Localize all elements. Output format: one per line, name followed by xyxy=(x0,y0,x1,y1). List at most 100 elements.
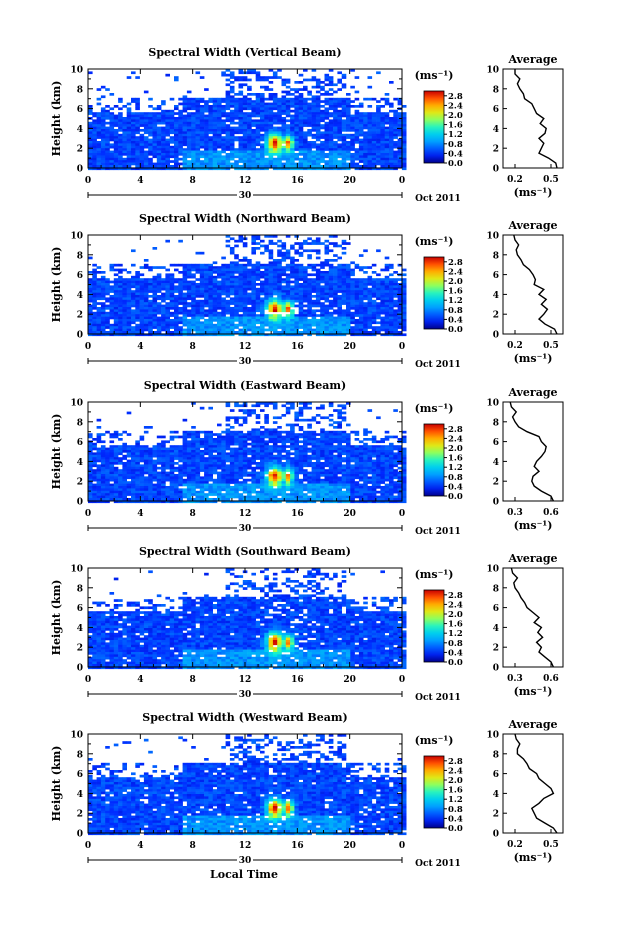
x-tick-label: 12 xyxy=(239,342,252,352)
average-y-tick-label: 6 xyxy=(493,770,499,780)
colorbar-units: (ms⁻¹) xyxy=(415,69,454,82)
colorbar-tick-label: 2.4 xyxy=(448,766,463,776)
average-profile-line xyxy=(513,234,558,335)
average-y-tick-label: 6 xyxy=(493,604,499,614)
average-y-tick-label: 2 xyxy=(493,311,499,321)
colorbar-tick-label: 2.8 xyxy=(448,258,463,268)
y-tick-label: 2 xyxy=(77,810,83,820)
x-tick-label: 16 xyxy=(291,176,304,186)
colorbar-tick-label: 0.0 xyxy=(448,658,463,668)
average-y-tick-label: 8 xyxy=(493,85,499,95)
average-x-label: (ms⁻¹) xyxy=(514,851,553,864)
y-tick-label: 8 xyxy=(77,251,83,261)
y-tick-label: 0 xyxy=(77,498,83,508)
heatmap xyxy=(88,69,407,171)
colorbar-tick-label: 0.8 xyxy=(448,140,463,150)
x-tick-label: 0 xyxy=(399,675,405,685)
y-axis-label: Height (km) xyxy=(50,746,63,822)
panel-1: Spectral Width (Northward Beam) 0 2 4 6 8 10 He… xyxy=(50,212,564,370)
average-y-tick-label: 10 xyxy=(486,399,499,409)
x-tick-label: 0 xyxy=(85,675,91,685)
x-tick-label: 8 xyxy=(190,841,196,851)
y-tick-label: 8 xyxy=(77,418,83,428)
panel-title: Spectral Width (Southward Beam) xyxy=(139,545,351,558)
average-title: Average xyxy=(507,718,557,731)
y-tick-label: 0 xyxy=(77,165,83,175)
x-tick-label: 16 xyxy=(291,342,304,352)
average-x-label: (ms⁻¹) xyxy=(514,352,553,365)
panel-4: Spectral Width (Westward Beam) 0 2 4 6 8 10 Hei… xyxy=(50,711,564,869)
colorbar-tick-label: 1.6 xyxy=(448,786,463,796)
average-frame xyxy=(502,68,564,169)
average-title: Average xyxy=(507,386,557,399)
day-label-bg xyxy=(237,856,253,865)
colorbar xyxy=(423,755,445,829)
y-tick-label: 6 xyxy=(77,271,83,281)
x-tick-label: 4 xyxy=(137,342,143,352)
x-tick-label: 12 xyxy=(239,176,252,186)
x-tick-label: 0 xyxy=(399,509,405,519)
y-tick-label: 2 xyxy=(77,311,83,321)
y-axis-label: Height (km) xyxy=(50,81,63,157)
x-tick-label: 20 xyxy=(343,176,356,186)
average-title: Average xyxy=(507,552,557,565)
average-y-tick-label: 8 xyxy=(493,418,499,428)
y-tick-label: 2 xyxy=(77,644,83,654)
y-tick-label: 10 xyxy=(70,232,83,242)
x-tick-label: 8 xyxy=(190,176,196,186)
y-tick-label: 10 xyxy=(70,399,83,409)
average-y-tick-label: 4 xyxy=(493,624,499,634)
y-tick-label: 6 xyxy=(77,604,83,614)
colorbar-units: (ms⁻¹) xyxy=(415,734,454,747)
day-label: 30 xyxy=(239,856,252,866)
colorbar xyxy=(423,256,445,330)
colorbar-tick-label: 1.2 xyxy=(448,629,463,639)
colorbar-units: (ms⁻¹) xyxy=(415,235,454,248)
x-tick-label: 8 xyxy=(190,342,196,352)
y-tick-label: 2 xyxy=(77,478,83,488)
panel-title: Spectral Width (Northward Beam) xyxy=(139,212,351,225)
average-y-tick-label: 4 xyxy=(493,291,499,301)
colorbar-tick-label: 2.0 xyxy=(448,444,463,454)
day-label-bg xyxy=(237,690,253,699)
x-tick-label: 8 xyxy=(190,509,196,519)
x-tick-label: 0 xyxy=(85,841,91,851)
average-frame xyxy=(502,733,564,834)
colorbar-tick-label: 0.0 xyxy=(448,325,463,335)
average-y-tick-label: 4 xyxy=(493,125,499,135)
colorbar-tick-label: 1.2 xyxy=(448,130,463,140)
colorbar-tick-label: 1.6 xyxy=(448,454,463,464)
colorbar-tick-label: 2.0 xyxy=(448,776,463,786)
average-y-tick-label: 2 xyxy=(493,478,499,488)
colorbar-tick-label: 0.8 xyxy=(448,639,463,649)
average-x-tick-label: 0.6 xyxy=(543,508,559,518)
day-label: 30 xyxy=(239,690,252,700)
average-x-label: (ms⁻¹) xyxy=(514,685,553,698)
day-label: 30 xyxy=(239,524,252,534)
average-x-tick-label: 0.2 xyxy=(507,341,523,351)
x-tick-label: 8 xyxy=(190,675,196,685)
x-tick-label: 0 xyxy=(85,176,91,186)
colorbar-tick-label: 0.8 xyxy=(448,805,463,815)
colorbar-tick-label: 2.8 xyxy=(448,757,463,767)
panel-3: Spectral Width (Southward Beam) 0 2 4 6 8 10 He… xyxy=(50,545,564,703)
x-tick-label: 20 xyxy=(343,841,356,851)
x-tick-label: 20 xyxy=(343,675,356,685)
day-label-bg xyxy=(237,357,253,366)
colorbar-tick-label: 2.4 xyxy=(448,600,463,610)
x-tick-label: 0 xyxy=(85,509,91,519)
date-label: Oct 2011 xyxy=(415,693,461,703)
average-x-tick-label: 0.5 xyxy=(543,341,559,351)
average-y-tick-label: 6 xyxy=(493,271,499,281)
colorbar-tick-label: 2.4 xyxy=(448,267,463,277)
average-frame xyxy=(502,567,564,668)
average-frame xyxy=(502,234,564,335)
average-y-tick-label: 8 xyxy=(493,750,499,760)
average-x-tick-label: 0.6 xyxy=(543,674,559,684)
average-y-tick-label: 4 xyxy=(493,790,499,800)
y-tick-label: 0 xyxy=(77,830,83,840)
y-tick-label: 8 xyxy=(77,750,83,760)
y-tick-label: 10 xyxy=(70,66,83,76)
average-profile-line xyxy=(514,733,558,834)
